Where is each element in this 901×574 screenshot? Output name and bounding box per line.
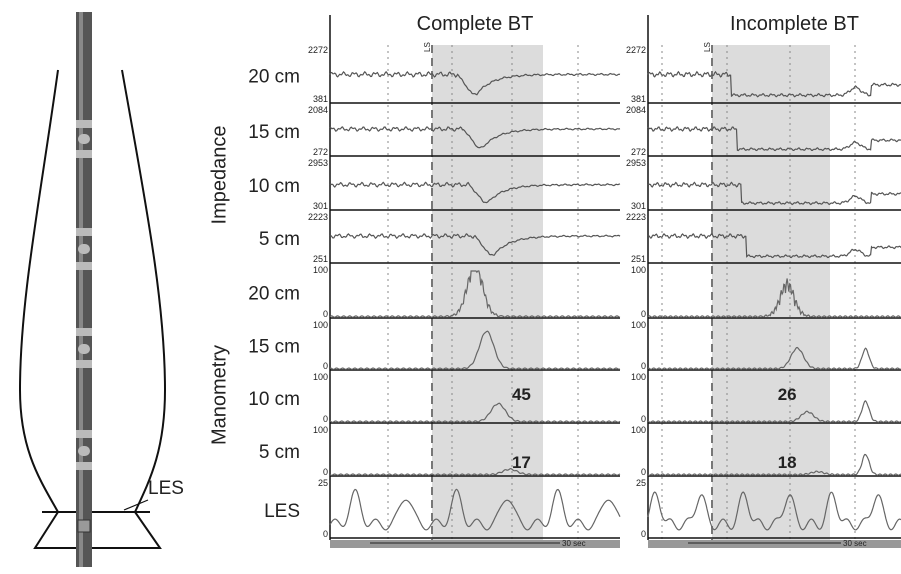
- catheter: [76, 12, 92, 567]
- esophagus-outline: [18, 69, 167, 549]
- trace: [329, 126, 621, 149]
- annotation: 17: [512, 453, 531, 472]
- trace: [647, 453, 901, 476]
- axis-bottom-label: 0: [323, 467, 328, 477]
- panel-title: Incomplete BT: [730, 13, 859, 35]
- axis-top-label: 2953: [626, 158, 646, 168]
- axis-bottom-label: 0: [641, 467, 646, 477]
- trace: [329, 70, 621, 96]
- axis-bottom-label: 0: [323, 361, 328, 371]
- trace: [647, 233, 901, 259]
- time-bar: [330, 540, 620, 548]
- axis-top-label: 25: [636, 478, 646, 488]
- axis-top-label: 2953: [308, 158, 328, 168]
- trace: [647, 181, 901, 206]
- row-label: 10 cm: [248, 389, 300, 410]
- trace: [647, 126, 901, 152]
- axis-top-label: 100: [631, 425, 646, 435]
- row-label: LES: [264, 501, 300, 522]
- axis-top-label: 2272: [626, 45, 646, 55]
- axis-top-label: 100: [631, 372, 646, 382]
- ls-label: LS: [703, 42, 712, 52]
- trace: [330, 330, 621, 370]
- axis-bottom-label: 301: [313, 201, 328, 211]
- axis-bottom-label: 381: [313, 94, 328, 104]
- annotation: 26: [778, 385, 797, 404]
- axis-bottom-label: 301: [631, 201, 646, 211]
- axis-bottom-label: 0: [323, 309, 328, 319]
- axis-top-label: 100: [313, 265, 328, 275]
- trace: [329, 402, 621, 423]
- trace: [329, 270, 621, 318]
- esophagus-diagram: LES: [18, 12, 184, 567]
- axis-bottom-label: 272: [631, 147, 646, 157]
- group-label: Manometry: [208, 345, 230, 445]
- annotation: 18: [778, 453, 797, 472]
- swallow-window: [712, 45, 830, 540]
- catheter-shine: [79, 12, 83, 567]
- row-label: 5 cm: [259, 229, 300, 250]
- time-bar: [648, 540, 901, 548]
- ls-label: LS: [423, 42, 432, 52]
- row-label: 20 cm: [248, 283, 300, 304]
- trace: [329, 233, 621, 256]
- annotation: 45: [512, 385, 531, 404]
- panel-title: Complete BT: [417, 13, 534, 35]
- group-label: Impedance: [208, 126, 230, 225]
- row-label: 15 cm: [248, 337, 300, 358]
- axis-bottom-label: 272: [313, 147, 328, 157]
- trace: [648, 346, 901, 370]
- trace: [329, 467, 621, 476]
- axis-top-label: 100: [631, 320, 646, 330]
- trace: [647, 278, 901, 318]
- trace: [329, 181, 621, 204]
- axis-top-label: 2272: [308, 45, 328, 55]
- axis-top-label: 100: [631, 265, 646, 275]
- row-label: 5 cm: [259, 442, 300, 463]
- axis-top-label: 100: [313, 372, 328, 382]
- row-label: 20 cm: [248, 67, 300, 88]
- les-sensor: [77, 519, 91, 533]
- axis-top-label: 25: [318, 478, 328, 488]
- axis-top-label: 2223: [308, 212, 328, 222]
- axis-top-label: 2084: [308, 105, 328, 115]
- swallow-window: [432, 45, 543, 540]
- axis-bottom-label: 0: [323, 529, 328, 539]
- axis-top-label: 2223: [626, 212, 646, 222]
- les-label: LES: [148, 478, 184, 499]
- axis-top-label: 100: [313, 425, 328, 435]
- row-label: 15 cm: [248, 122, 300, 143]
- les-arrow: [123, 499, 149, 511]
- axis-bottom-label: 251: [631, 254, 646, 264]
- axis-bottom-label: 251: [313, 254, 328, 264]
- axis-bottom-label: 0: [323, 414, 328, 424]
- trace: [329, 488, 621, 531]
- axis-bottom-label: 0: [641, 529, 646, 539]
- trace: [647, 70, 901, 98]
- axis-top-label: 100: [313, 320, 328, 330]
- axis-bottom-label: 0: [641, 309, 646, 319]
- trace: [647, 491, 901, 531]
- trace: [647, 400, 901, 423]
- axis-top-label: 2084: [626, 105, 646, 115]
- time-scale-label: 30 sec: [843, 539, 867, 548]
- row-label: 10 cm: [248, 176, 300, 197]
- catheter-sensors: [76, 120, 92, 470]
- time-scale-label: 30 sec: [562, 539, 586, 548]
- axis-bottom-label: 0: [641, 361, 646, 371]
- axis-bottom-label: 0: [641, 414, 646, 424]
- axis-bottom-label: 381: [631, 94, 646, 104]
